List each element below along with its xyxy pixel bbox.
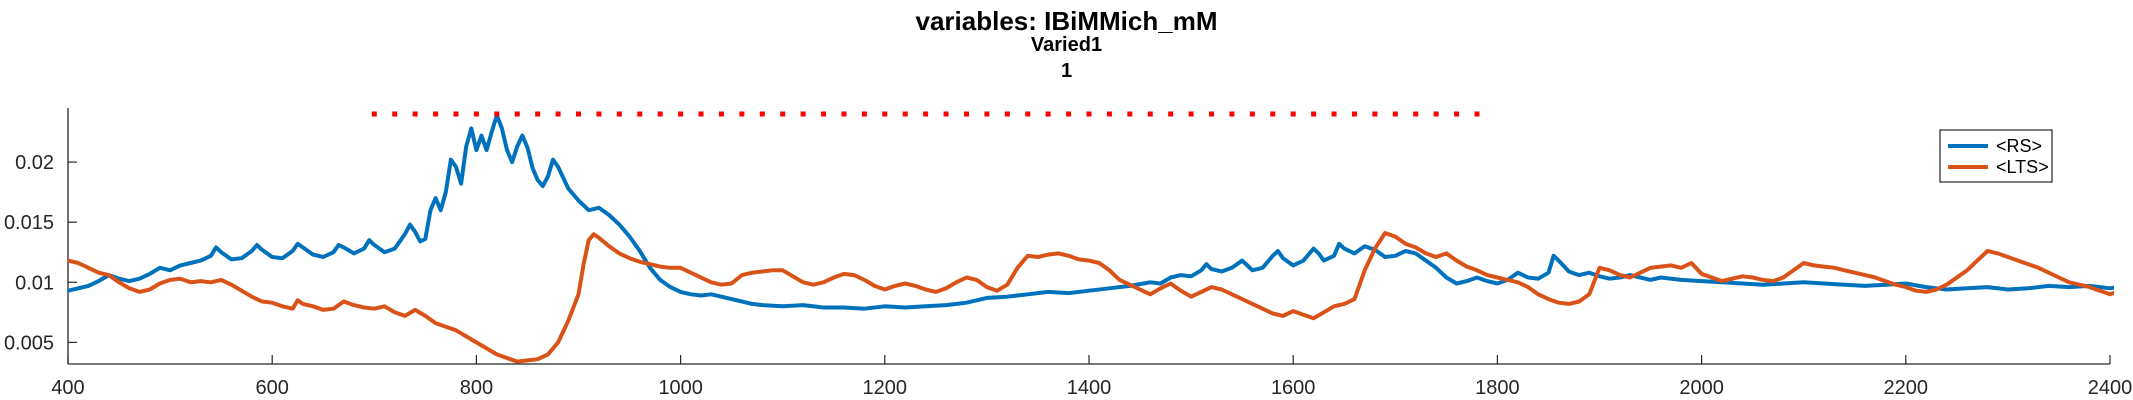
series-line-lts	[68, 231, 2114, 364]
red-dot-marker	[1433, 111, 1439, 117]
red-dot-marker	[514, 111, 520, 117]
red-dot-marker	[1392, 111, 1398, 117]
x-tick-label: 1400	[1067, 377, 1112, 399]
red-dot-series	[371, 111, 1480, 117]
red-dot-marker	[861, 111, 867, 117]
red-dot-marker	[433, 111, 439, 117]
red-dot-marker	[1229, 111, 1235, 117]
red-dot-marker	[1351, 111, 1357, 117]
red-dot-marker	[718, 111, 724, 117]
series-line-rs	[68, 113, 2114, 311]
legend-label: <LTS>	[1996, 157, 2049, 177]
red-dot-marker	[555, 111, 561, 117]
red-dot-marker	[453, 111, 459, 117]
x-tick-label: 2200	[1884, 377, 1929, 399]
red-dot-marker	[473, 111, 479, 117]
y-tick-label: 0.015	[4, 212, 54, 234]
red-dot-marker	[882, 111, 888, 117]
red-dot-marker	[902, 111, 908, 117]
red-dot-marker	[1331, 111, 1337, 117]
series-layer	[68, 111, 2114, 364]
x-tick-label: 1800	[1475, 377, 1520, 399]
chart-title: variables: IBiMMich_mM	[915, 6, 1218, 36]
red-dot-marker	[1290, 111, 1296, 117]
red-dot-marker	[1454, 111, 1460, 117]
chart-subtitle-2: 1	[1060, 60, 1073, 82]
red-dot-marker	[1188, 111, 1194, 117]
red-dot-marker	[412, 111, 418, 117]
x-tick-label: 2400	[2088, 377, 2133, 399]
red-dot-marker	[759, 111, 765, 117]
red-dot-marker	[1413, 111, 1419, 117]
red-dot-marker	[1106, 111, 1112, 117]
x-tick-label: 800	[460, 377, 493, 399]
red-dot-marker	[780, 111, 786, 117]
red-dot-marker	[943, 111, 949, 117]
red-dot-marker	[576, 111, 581, 117]
legend-box	[1939, 129, 2053, 183]
y-tick-label: 0.02	[15, 152, 54, 174]
legend-label: <RS>	[1996, 136, 2042, 156]
red-dot-marker	[841, 111, 847, 117]
red-dot-marker	[1474, 111, 1480, 117]
x-tick-label: 1000	[658, 377, 703, 399]
red-dot-marker	[494, 111, 500, 117]
red-dot-marker	[1311, 111, 1317, 117]
chart-axes: 400 600 800 1000 1200 1400 1600 1800 2000 2200 240…	[4, 108, 2132, 399]
red-dot-marker	[616, 111, 622, 117]
red-dot-marker	[1025, 111, 1031, 117]
red-dot-marker	[1066, 111, 1072, 117]
y-tick-label: 0.01	[15, 272, 54, 294]
red-dot-marker	[1209, 111, 1215, 117]
red-dot-marker	[821, 111, 827, 117]
red-dot-marker	[923, 111, 929, 117]
chart-subtitle: Varied1	[1030, 34, 1103, 56]
red-dot-marker	[1004, 111, 1010, 117]
red-dot-marker	[1270, 111, 1276, 117]
red-dot-marker	[1086, 111, 1092, 117]
red-dot-marker	[698, 111, 704, 117]
red-dot-marker	[657, 111, 663, 117]
x-tick-label: 400	[51, 377, 84, 399]
red-dot-marker	[1045, 111, 1051, 117]
red-dot-marker	[1127, 111, 1133, 117]
x-tick-label: 2000	[1679, 377, 1724, 399]
red-dot-marker	[1249, 111, 1255, 117]
red-dot-marker	[678, 111, 684, 117]
red-dot-marker	[596, 111, 602, 117]
red-dot-marker	[1372, 111, 1378, 117]
red-dot-marker	[392, 111, 398, 117]
y-tick-label: 0.005	[4, 332, 54, 354]
red-dot-marker	[535, 111, 541, 117]
red-dot-marker	[739, 111, 745, 117]
red-dot-marker	[800, 111, 806, 117]
red-dot-marker	[371, 111, 377, 117]
red-dot-marker	[1147, 111, 1153, 117]
x-tick-label: 1600	[1271, 377, 1316, 399]
red-dot-marker	[963, 111, 969, 117]
red-dot-marker	[1168, 111, 1174, 117]
red-dot-marker	[984, 111, 990, 117]
x-tick-label: 1200	[863, 377, 908, 399]
x-tick-label: 600	[256, 377, 289, 399]
red-dot-marker	[637, 111, 643, 117]
chart-legend: <RS><LTS>	[1939, 129, 2053, 183]
